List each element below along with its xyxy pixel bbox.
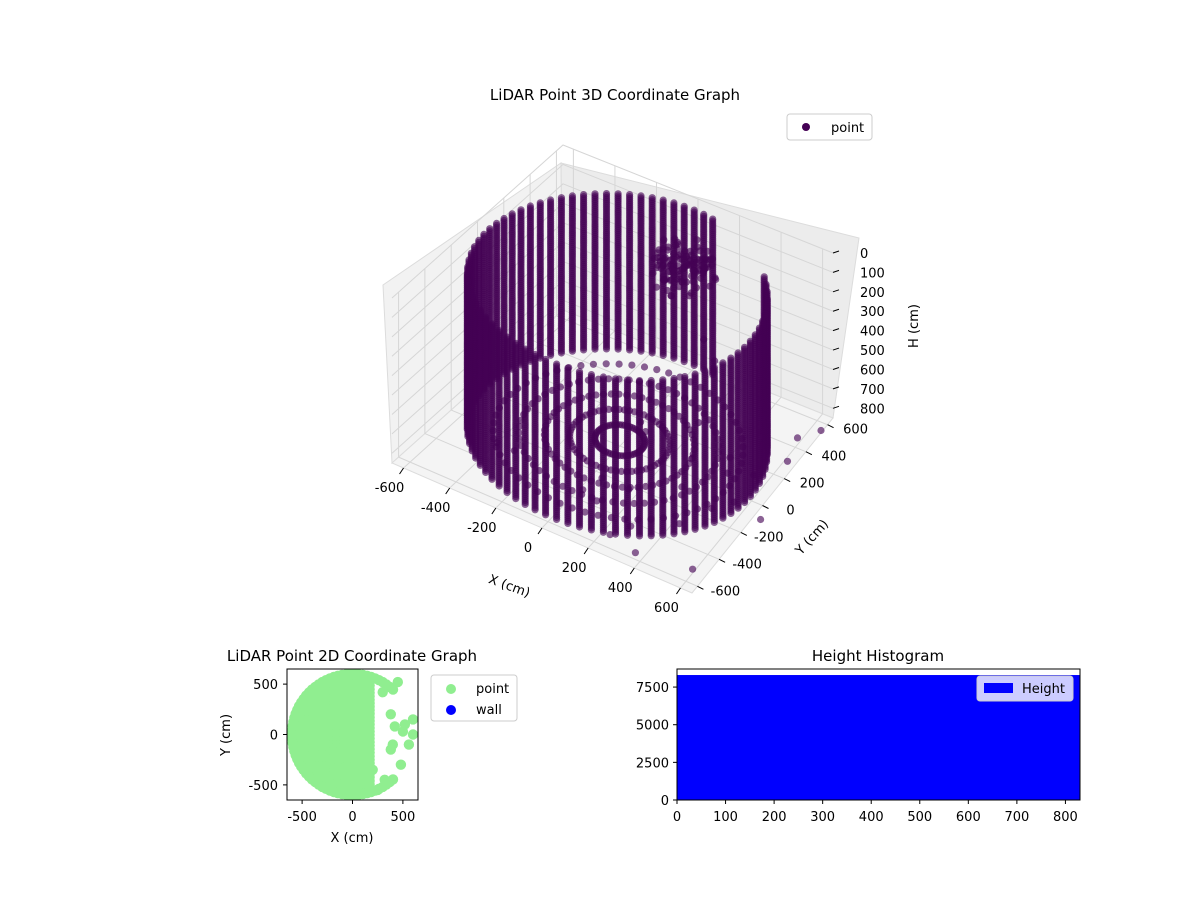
data-point <box>589 360 598 368</box>
data-point <box>614 345 622 353</box>
data-point <box>640 363 649 371</box>
plot3d-title: LiDAR Point 3D Coordinate Graph <box>490 86 740 104</box>
data-point <box>685 292 694 300</box>
data-point <box>648 349 656 357</box>
data-point <box>668 255 676 264</box>
data-point <box>706 282 714 290</box>
data-point <box>542 511 550 519</box>
data-point <box>615 360 623 368</box>
data-point <box>682 253 690 261</box>
data-point <box>591 345 599 353</box>
data-point <box>783 457 792 465</box>
data-point <box>602 360 610 368</box>
plot3d-points <box>463 190 825 573</box>
data-point <box>652 283 661 291</box>
grid-line <box>398 292 698 587</box>
data-point <box>701 264 709 272</box>
data-point <box>693 236 701 244</box>
data-point <box>680 358 688 366</box>
data-point <box>653 366 661 374</box>
data-point <box>711 274 719 282</box>
data-point <box>637 347 645 355</box>
data-point <box>661 255 669 263</box>
data-point <box>580 346 588 354</box>
data-point <box>660 236 668 244</box>
grid-line <box>424 268 720 560</box>
grid-line <box>680 248 824 589</box>
data-point <box>690 361 698 369</box>
data-point <box>659 351 667 359</box>
data-point <box>512 495 520 503</box>
data-point <box>649 269 657 277</box>
data-point <box>694 265 702 273</box>
data-point <box>650 254 658 263</box>
grid-line <box>391 144 834 299</box>
grid-line <box>391 163 834 318</box>
data-point <box>677 277 685 285</box>
data-point <box>557 349 566 357</box>
data-point <box>692 284 701 292</box>
data-point <box>678 265 687 273</box>
data-point <box>657 264 665 272</box>
data-point <box>741 498 749 507</box>
data-point <box>664 243 673 251</box>
data-point <box>568 347 577 355</box>
data-point <box>531 506 539 514</box>
data-point <box>655 246 663 254</box>
data-point <box>697 274 705 282</box>
data-point <box>547 351 555 359</box>
data-point <box>689 278 697 286</box>
data-point <box>700 335 708 344</box>
data-point <box>665 369 673 377</box>
data-point <box>687 260 696 268</box>
data-point <box>577 362 585 370</box>
data-point <box>626 346 634 354</box>
grid-line <box>450 245 742 533</box>
data-point <box>817 426 825 435</box>
data-point <box>659 276 668 284</box>
data-point <box>553 515 561 524</box>
data-point <box>793 434 802 442</box>
data-point <box>693 243 701 251</box>
data-point <box>711 357 719 365</box>
plot3d: LiDAR Point 3D Coordinate Graph -600-400… <box>375 86 922 616</box>
data-point <box>521 500 529 508</box>
data-point <box>628 361 636 369</box>
data-point <box>495 482 503 490</box>
data-point <box>667 292 675 300</box>
data-point <box>670 354 678 362</box>
data-point <box>503 488 511 496</box>
data-point <box>669 266 677 274</box>
data-point <box>703 247 712 255</box>
data-point <box>488 475 496 483</box>
data-point <box>482 468 490 476</box>
grid-line <box>391 183 834 338</box>
data-point <box>674 240 682 248</box>
data-point <box>602 345 611 353</box>
data-point <box>702 254 710 262</box>
